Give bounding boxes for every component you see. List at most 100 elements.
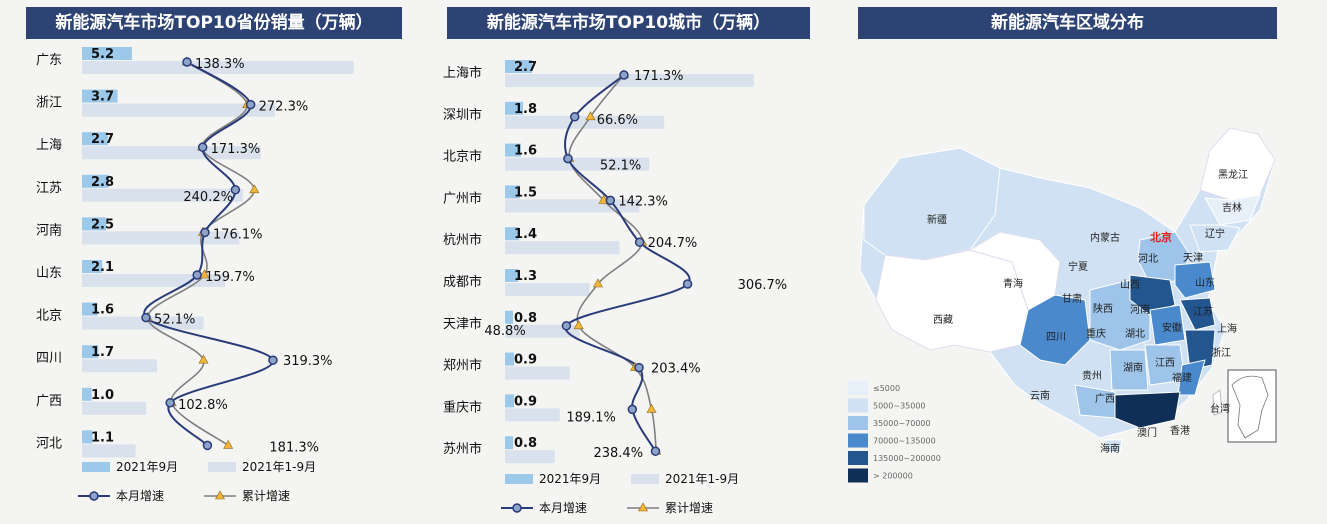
legend-label-month: 2021年9月 xyxy=(116,460,178,474)
marker-cumulative xyxy=(223,439,234,449)
map-region-label: 河北 xyxy=(1138,253,1158,265)
category-label: 广州市 xyxy=(443,190,482,206)
map-legend-label: 5000~35000 xyxy=(873,402,926,411)
bar-month-value: 2.8 xyxy=(91,175,114,190)
bar-month-value: 1.7 xyxy=(91,345,114,360)
map-region-label: 湖北 xyxy=(1125,328,1145,340)
region-fujian xyxy=(1177,359,1206,396)
marker-monthly xyxy=(245,99,256,110)
category-label: 河南 xyxy=(36,222,62,238)
region-qinghai xyxy=(968,231,1061,311)
growth-pct-label: 159.7% xyxy=(205,270,255,285)
bar-month-value: 2.7 xyxy=(91,132,114,147)
bar-month-value: 1.8 xyxy=(514,102,537,117)
bar-month xyxy=(505,101,523,115)
map-legend-swatch xyxy=(848,398,868,413)
region-zhejiang xyxy=(1184,329,1216,371)
marker-monthly xyxy=(141,312,151,323)
map-region-label: 西藏 xyxy=(933,314,953,326)
marker-cumulative xyxy=(198,354,209,364)
bar-ytd xyxy=(505,408,560,422)
bar-ytd xyxy=(505,241,620,255)
map-region-label: 浙江 xyxy=(1211,347,1231,359)
bar-month-value: 2.1 xyxy=(91,260,114,275)
map-region-label: 澳门 xyxy=(1137,426,1157,439)
bar-month xyxy=(82,345,99,359)
map-region-label: 天津 xyxy=(1183,252,1203,264)
bar-month-value: 0.9 xyxy=(514,394,537,409)
bar-ytd xyxy=(82,146,261,160)
bar-month-value: 0.9 xyxy=(514,353,537,368)
marker-monthly xyxy=(619,70,629,80)
map-region-label: 江苏 xyxy=(1193,305,1213,318)
marker-monthly xyxy=(192,270,202,280)
map-region-label: 内蒙古 xyxy=(1090,231,1120,244)
marker-monthly xyxy=(634,237,645,247)
legend-label-cumulative-growth: 累计增速 xyxy=(242,489,290,503)
marker-cumulative xyxy=(646,403,657,413)
bar-month xyxy=(505,60,532,73)
map-region-label: 四川 xyxy=(1046,332,1066,343)
bar-ytd xyxy=(82,359,158,373)
marker-monthly xyxy=(200,227,210,238)
map-region-label: 新疆 xyxy=(927,213,947,226)
marker-monthly xyxy=(605,195,616,206)
map-legend-label: 70000~135000 xyxy=(873,437,936,446)
category-label: 广东 xyxy=(36,53,62,68)
region-jilin xyxy=(1204,194,1261,226)
region-xizang xyxy=(875,249,1029,353)
bar-month-value: 1.1 xyxy=(91,430,114,445)
growth-pct-label: 171.3% xyxy=(211,142,261,157)
bar-month-value: 2.5 xyxy=(91,217,114,232)
map-region-label: 福建 xyxy=(1172,371,1192,384)
bar-ytd xyxy=(82,274,225,287)
china-map-shape xyxy=(859,127,1276,453)
map-region-label: 云南 xyxy=(1030,389,1050,402)
map-region-label: 山东 xyxy=(1195,276,1215,289)
map-region-label: 上海 xyxy=(1217,322,1237,335)
map-legend-swatch xyxy=(848,381,868,395)
category-label: 北京 xyxy=(36,309,62,324)
bar-month-value: 1.5 xyxy=(514,185,537,200)
legend-swatch-ytd xyxy=(208,462,236,472)
growth-pct-label: 138.3% xyxy=(195,57,245,72)
bar-month-value: 1.4 xyxy=(514,227,537,242)
marker-cumulative xyxy=(199,269,210,279)
city-sales-chart: 上海市 2.7 深圳市 1.8 北京市 1.6 广州市 1.5 杭州市 1.4 成都市 1.3 天津市 0… xyxy=(443,60,788,515)
bar-ytd xyxy=(505,450,555,464)
bar-month-value: 3.7 xyxy=(91,90,114,105)
growth-pct-label: 142.3% xyxy=(618,194,668,209)
bar-ytd xyxy=(505,324,580,338)
map-legend-label: > 200000 xyxy=(873,472,913,481)
legend-marker-cum xyxy=(637,502,649,512)
growth-pct-label: 306.7% xyxy=(738,278,788,293)
category-label: 山东 xyxy=(36,266,62,281)
category-label: 成都市 xyxy=(443,274,482,290)
bar-month xyxy=(82,260,103,273)
bar-ytd xyxy=(505,157,650,171)
legend-marker-cum xyxy=(214,490,226,500)
bar-month-value: 2.7 xyxy=(514,60,537,75)
legend-label-ytd: 2021年1-9月 xyxy=(665,472,739,486)
bar-month-value: 0.8 xyxy=(514,436,537,451)
map-region-label: 贵州 xyxy=(1082,369,1102,382)
marker-cumulative xyxy=(585,111,596,121)
map-region-label: 香港 xyxy=(1170,425,1190,437)
bar-month-value: 1.0 xyxy=(91,388,114,403)
legend-marker-month xyxy=(512,503,522,513)
region-liaoning xyxy=(1189,224,1241,253)
region-taiwan xyxy=(1212,389,1223,416)
growth-pct-label: 102.8% xyxy=(178,398,228,413)
region-xinjiang xyxy=(863,147,1001,261)
bar-month-value: 1.6 xyxy=(91,303,114,318)
category-label: 上海市 xyxy=(443,65,482,81)
bar-ytd xyxy=(82,316,204,330)
growth-pct-label: 171.3% xyxy=(634,69,684,84)
bar-month xyxy=(82,47,132,60)
growth-pct-label: 204.7% xyxy=(648,236,698,251)
marker-monthly xyxy=(202,440,213,451)
growth-pct-label: 319.3% xyxy=(283,354,333,369)
region-jiangsu xyxy=(1179,297,1216,331)
bar-month xyxy=(505,436,513,450)
